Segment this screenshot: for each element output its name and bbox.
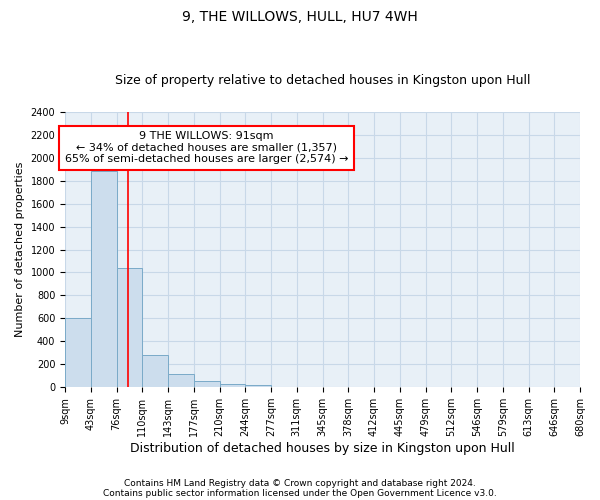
Bar	[245, 385, 271, 387]
Text: Contains HM Land Registry data © Crown copyright and database right 2024.: Contains HM Land Registry data © Crown c…	[124, 478, 476, 488]
Text: 9, THE WILLOWS, HULL, HU7 4WH: 9, THE WILLOWS, HULL, HU7 4WH	[182, 10, 418, 24]
Bar	[91, 172, 116, 387]
Bar	[168, 374, 194, 387]
Bar	[194, 382, 220, 387]
X-axis label: Distribution of detached houses by size in Kingston upon Hull: Distribution of detached houses by size …	[130, 442, 515, 455]
Title: Size of property relative to detached houses in Kingston upon Hull: Size of property relative to detached ho…	[115, 74, 530, 87]
Text: 9 THE WILLOWS: 91sqm
← 34% of detached houses are smaller (1,357)
65% of semi-de: 9 THE WILLOWS: 91sqm ← 34% of detached h…	[65, 131, 349, 164]
Text: Contains public sector information licensed under the Open Government Licence v3: Contains public sector information licen…	[103, 488, 497, 498]
Bar	[142, 355, 168, 387]
Bar	[116, 268, 142, 387]
Y-axis label: Number of detached properties: Number of detached properties	[15, 162, 25, 337]
Bar	[65, 318, 91, 387]
Bar	[220, 384, 245, 387]
